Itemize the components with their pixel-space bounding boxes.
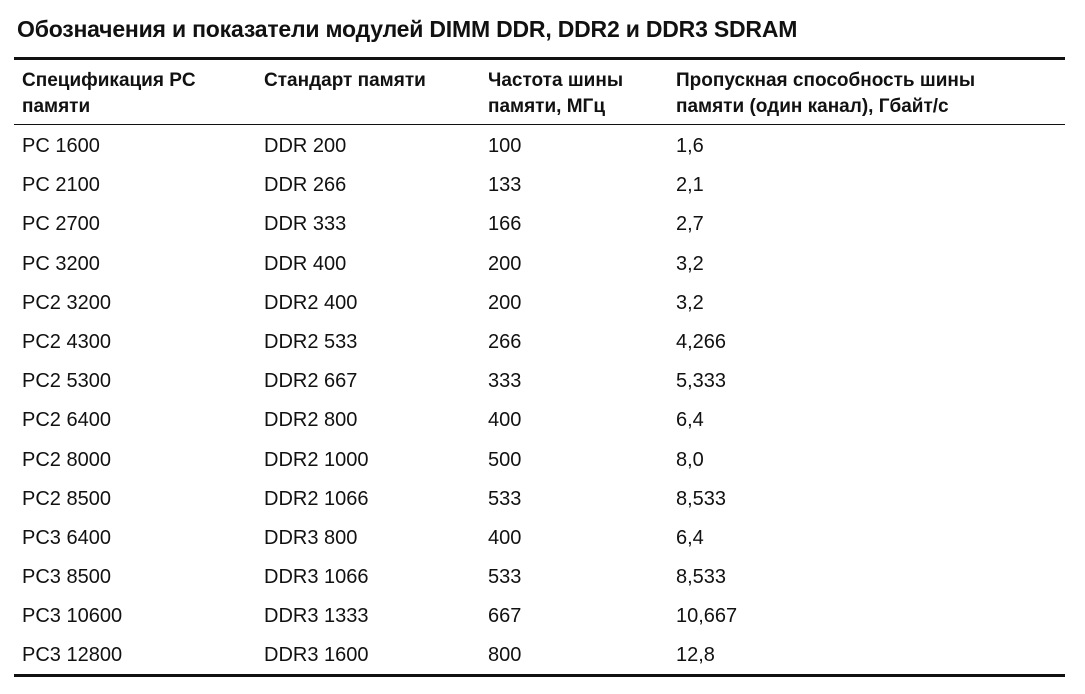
table-body: PC 1600 DDR 200 100 1,6 PC 2100 DDR 266 133 2,1… (0, 132, 1085, 681)
cell-bus-frequency: 166 (488, 213, 522, 236)
cell-memory-standard: DDR3 1066 (264, 566, 369, 589)
header-bandwidth: Пропускная способность шины памяти (один… (676, 70, 976, 117)
cell-pc-spec: PC 2700 (22, 213, 100, 236)
cell-bus-frequency: 400 (488, 409, 522, 432)
cell-pc-spec: PC2 8000 (22, 448, 111, 471)
table-row: PC3 8500 DDR3 1066 533 8,533 (0, 563, 1085, 602)
top-rule (14, 57, 1065, 60)
cell-bandwidth: 2,1 (676, 174, 704, 197)
header-rule (14, 124, 1065, 125)
cell-bus-frequency: 133 (488, 174, 522, 197)
table-row: PC3 12800 DDR3 1600 800 12,8 (0, 641, 1085, 680)
table-row: PC 2100 DDR 266 133 2,1 (0, 171, 1085, 210)
cell-memory-standard: DDR2 667 (264, 370, 358, 393)
cell-memory-standard: DDR2 400 (264, 291, 358, 314)
cell-pc-spec: PC 1600 (22, 135, 100, 157)
cell-bus-frequency: 200 (488, 291, 522, 314)
cell-bandwidth: 10,667 (676, 605, 738, 628)
cell-bandwidth: 1,6 (676, 135, 704, 157)
cell-bus-frequency: 200 (488, 252, 522, 275)
header-memory-standard: Стандарт памяти (264, 70, 426, 91)
cell-bus-frequency: 100 (488, 135, 522, 157)
cell-bus-frequency: 667 (488, 605, 522, 628)
cell-bus-frequency: 266 (488, 330, 522, 353)
table-row: PC2 4300 DDR2 533 266 4,266 (0, 328, 1085, 367)
cell-bus-frequency: 533 (488, 566, 522, 589)
table-row: PC 3200 DDR 400 200 3,2 (0, 250, 1085, 289)
table-row: PC2 3200 DDR2 400 200 3,2 (0, 289, 1085, 328)
cell-memory-standard: DDR2 1066 (264, 487, 369, 510)
cell-bandwidth: 6,4 (676, 409, 704, 432)
cell-bus-frequency: 500 (488, 448, 522, 471)
cell-pc-spec: PC3 10600 (22, 605, 123, 628)
cell-memory-standard: DDR2 800 (264, 409, 358, 432)
header-bus-frequency: Частота шины памяти, МГц (488, 70, 624, 117)
cell-bandwidth: 3,2 (676, 252, 704, 275)
table-row: PC2 8500 DDR2 1066 533 8,533 (0, 485, 1085, 524)
cell-pc-spec: PC2 6400 (22, 409, 111, 432)
cell-pc-spec: PC3 6400 (22, 526, 111, 549)
cell-bandwidth: 6,4 (676, 526, 704, 549)
cell-memory-standard: DDR 266 (264, 174, 347, 197)
cell-bandwidth: 12,8 (676, 644, 715, 667)
table-row: PC3 6400 DDR3 800 400 6,4 (0, 524, 1085, 563)
header-pc-spec: Спецификация PC памяти (22, 70, 196, 117)
cell-bus-frequency: 400 (488, 526, 522, 549)
cell-pc-spec: PC2 3200 (22, 291, 111, 314)
table-row: PC3 10600 DDR3 1333 667 10,667 (0, 602, 1085, 641)
cell-pc-spec: PC 2100 (22, 174, 100, 197)
cell-memory-standard: DDR3 1600 (264, 644, 369, 667)
cell-memory-standard: DDR 400 (264, 252, 347, 275)
cell-bandwidth: 3,2 (676, 291, 704, 314)
table-row: PC2 6400 DDR2 800 400 6,4 (0, 406, 1085, 445)
cell-bus-frequency: 533 (488, 487, 522, 510)
cell-memory-standard: DDR 200 (264, 135, 347, 157)
cell-memory-standard: DDR 333 (264, 213, 347, 236)
cell-memory-standard: DDR2 1000 (264, 448, 369, 471)
cell-memory-standard: DDR3 1333 (264, 605, 369, 628)
cell-pc-spec: PC 3200 (22, 252, 100, 275)
cell-pc-spec: PC3 12800 (22, 644, 123, 667)
cell-bandwidth: 4,266 (676, 330, 727, 353)
cell-pc-spec: PC2 4300 (22, 330, 111, 353)
cell-pc-spec: PC2 5300 (22, 370, 111, 393)
cell-bandwidth: 2,7 (676, 213, 704, 236)
table-title: Обозначения и показатели модулей DIMM DD… (17, 16, 798, 42)
table-row: PC 1600 DDR 200 100 1,6 (0, 132, 1085, 171)
cell-pc-spec: PC2 8500 (22, 487, 111, 510)
table-row: PC2 8000 DDR2 1000 500 8,0 (0, 446, 1085, 485)
cell-bandwidth: 8,533 (676, 566, 727, 589)
table-row: PC 2700 DDR 333 166 2,7 (0, 210, 1085, 249)
table-row: PC2 5300 DDR2 667 333 5,333 (0, 367, 1085, 406)
cell-bus-frequency: 800 (488, 644, 522, 667)
cell-memory-standard: DDR3 800 (264, 526, 358, 549)
cell-pc-spec: PC3 8500 (22, 566, 111, 589)
cell-bus-frequency: 333 (488, 370, 522, 393)
cell-bandwidth: 8,533 (676, 487, 727, 510)
bottom-rule (14, 674, 1065, 677)
cell-memory-standard: DDR2 533 (264, 330, 358, 353)
table-header: Спецификация PC памяти Стандарт памяти Ч… (0, 68, 1085, 122)
cell-bandwidth: 5,333 (676, 370, 727, 393)
cell-bandwidth: 8,0 (676, 448, 704, 471)
